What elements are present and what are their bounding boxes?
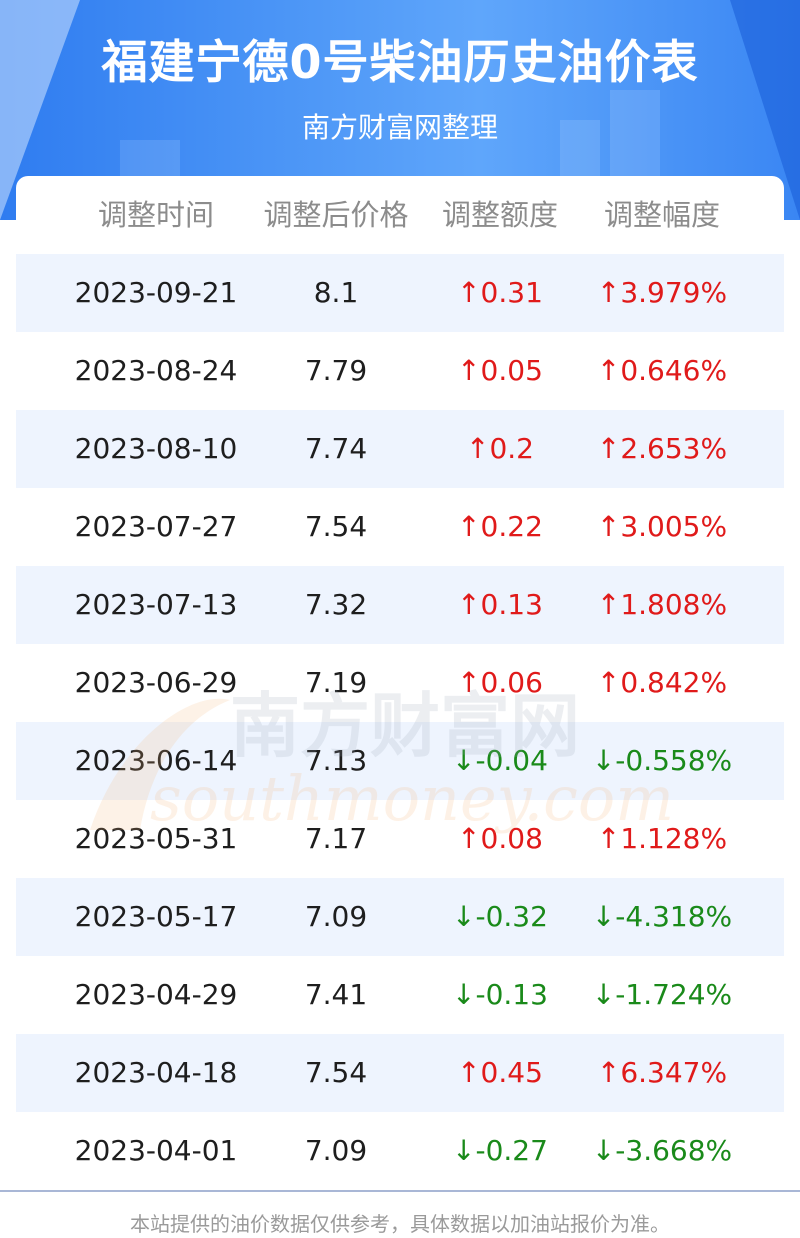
cell-price: 7.09 bbox=[304, 1134, 368, 1167]
table-row: 2023-05-31 7.17 ↑0.08 ↑1.128% bbox=[16, 800, 784, 878]
cell-percent: ↑0.646% bbox=[596, 354, 728, 387]
cell-percent: ↑6.347% bbox=[596, 1056, 728, 1089]
table-row: 2023-07-27 7.54 ↑0.22 ↑3.005% bbox=[16, 488, 784, 566]
cell-price: 7.17 bbox=[304, 822, 368, 855]
cell-percent: ↑3.005% bbox=[596, 510, 728, 543]
cell-price: 8.1 bbox=[313, 276, 359, 309]
cell-price: 7.54 bbox=[304, 1056, 368, 1089]
table-row: 2023-05-17 7.09 ↓-0.32 ↓-4.318% bbox=[16, 878, 784, 956]
page-title: 福建宁德0号柴油历史油价表 bbox=[101, 35, 699, 89]
cell-date: 2023-08-24 bbox=[74, 354, 238, 387]
cell-amount: ↓-0.32 bbox=[452, 900, 548, 933]
cell-percent: ↑1.808% bbox=[596, 588, 728, 621]
table-row: 2023-08-24 7.79 ↑0.05 ↑0.646% bbox=[16, 332, 784, 410]
cell-date: 2023-07-27 bbox=[74, 510, 238, 543]
cell-date: 2023-06-29 bbox=[74, 666, 238, 699]
table-row: 2023-06-29 7.19 ↑0.06 ↑0.842% bbox=[16, 644, 784, 722]
cell-percent: ↓-1.724% bbox=[591, 978, 733, 1011]
cell-date: 2023-06-14 bbox=[74, 744, 238, 777]
cell-percent: ↓-4.318% bbox=[591, 900, 733, 933]
cell-date: 2023-07-13 bbox=[74, 588, 238, 621]
cell-date: 2023-08-10 bbox=[74, 432, 238, 465]
footer-divider bbox=[0, 1190, 800, 1192]
cell-amount: ↓-0.27 bbox=[452, 1134, 548, 1167]
cell-price: 7.79 bbox=[304, 354, 368, 387]
column-header-amount: 调整额度 bbox=[441, 198, 558, 232]
column-header-date: 调整时间 bbox=[97, 198, 214, 232]
cell-date: 2023-04-01 bbox=[74, 1134, 238, 1167]
table-row: 2023-07-13 7.32 ↑0.13 ↑1.808% bbox=[16, 566, 784, 644]
cell-price: 7.41 bbox=[304, 978, 368, 1011]
cell-amount: ↓-0.13 bbox=[452, 978, 548, 1011]
cell-price: 7.09 bbox=[304, 900, 368, 933]
cell-percent: ↓-3.668% bbox=[591, 1134, 733, 1167]
table-row: 2023-04-01 7.09 ↓-0.27 ↓-3.668% bbox=[16, 1112, 784, 1190]
cell-amount: ↑0.22 bbox=[457, 510, 543, 543]
cell-date: 2023-05-31 bbox=[74, 822, 238, 855]
cell-date: 2023-04-18 bbox=[74, 1056, 238, 1089]
cell-date: 2023-04-29 bbox=[74, 978, 238, 1011]
table-row: 2023-06-14 7.13 ↓-0.04 ↓-0.558% bbox=[16, 722, 784, 800]
page-subtitle: 南方财富网整理 bbox=[301, 111, 498, 144]
table-row: 2023-04-29 7.41 ↓-0.13 ↓-1.724% bbox=[16, 956, 784, 1034]
cell-percent: ↑2.653% bbox=[596, 432, 728, 465]
cell-amount: ↑0.2 bbox=[466, 432, 534, 465]
cell-percent: ↑0.842% bbox=[596, 666, 728, 699]
cell-amount: ↑0.45 bbox=[457, 1056, 543, 1089]
cell-amount: ↑0.06 bbox=[457, 666, 543, 699]
table-row: 2023-04-18 7.54 ↑0.45 ↑6.347% bbox=[16, 1034, 784, 1112]
table-row: 2023-09-21 8.1 ↑0.31 ↑3.979% bbox=[16, 254, 784, 332]
cell-amount: ↓-0.04 bbox=[452, 744, 548, 777]
cell-amount: ↑0.13 bbox=[457, 588, 543, 621]
column-header-price: 调整后价格 bbox=[263, 198, 409, 232]
cell-amount: ↑0.08 bbox=[457, 822, 543, 855]
cell-percent: ↑3.979% bbox=[596, 276, 728, 309]
cell-date: 2023-05-17 bbox=[74, 900, 238, 933]
footer-note: 本站提供的油价数据仅供参考，具体数据以加油站报价为准。 bbox=[130, 1212, 670, 1236]
cell-price: 7.54 bbox=[304, 510, 368, 543]
cell-price: 7.13 bbox=[304, 744, 368, 777]
cell-price: 7.19 bbox=[304, 666, 368, 699]
price-table: 调整时间 调整后价格 调整额度 调整幅度 2023-09-21 8.1 ↑0.31 ↑… bbox=[16, 176, 784, 1190]
column-header-percent: 调整幅度 bbox=[603, 198, 720, 232]
cell-percent: ↑1.128% bbox=[596, 822, 728, 855]
cell-price: 7.74 bbox=[304, 432, 368, 465]
cell-amount: ↑0.05 bbox=[457, 354, 543, 387]
cell-price: 7.32 bbox=[304, 588, 368, 621]
cell-date: 2023-09-21 bbox=[74, 276, 238, 309]
cell-amount: ↑0.31 bbox=[457, 276, 543, 309]
cell-percent: ↓-0.558% bbox=[591, 744, 733, 777]
table-row: 2023-08-10 7.74 ↑0.2 ↑2.653% bbox=[16, 410, 784, 488]
